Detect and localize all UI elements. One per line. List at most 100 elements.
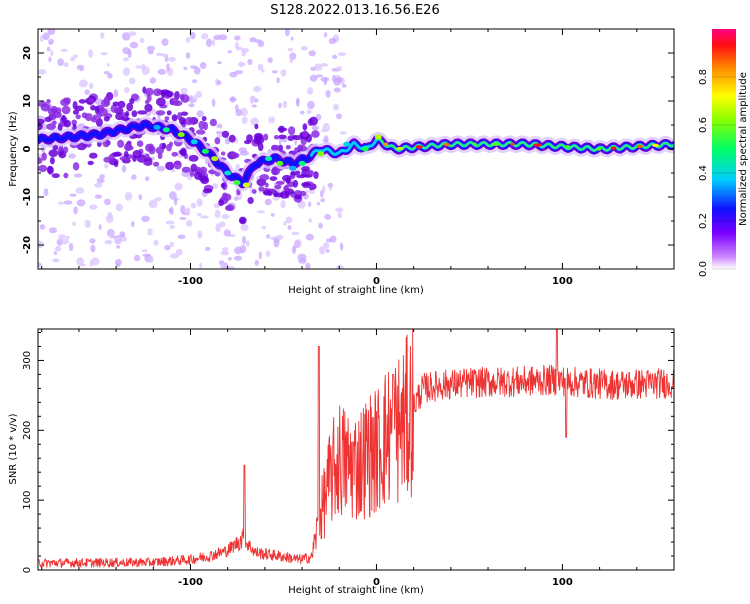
energy-blob [180,147,187,157]
noise-blob [221,214,230,220]
energy-blob [87,160,94,166]
energy-blob [273,135,280,140]
energy-blob [155,97,166,107]
noise-blob [308,218,313,223]
energy-blob [57,124,63,131]
noise-blob [328,37,336,45]
noise-blob [230,96,236,103]
y-tick-label: -10 [22,188,33,206]
energy-blob [71,119,77,126]
noise-blob [116,245,121,249]
noise-blob [233,196,239,201]
noise-blob [68,243,74,251]
noise-blob [152,108,157,116]
colorbar-gradient [712,29,736,269]
noise-blob [336,66,342,72]
ridge-core-green [375,137,674,152]
y-tick-label: 100 [22,491,33,510]
noise-blob [305,233,314,241]
hot-spot [510,142,515,146]
noise-blob [38,69,47,75]
noise-blob [119,236,128,242]
noise-blob [147,50,154,55]
noise-blob [235,109,243,117]
noise-blob [190,202,197,209]
energy-blob [257,142,264,152]
noise-blob [268,116,275,124]
noise-blob [324,214,332,220]
spectrogram-y-label: Frequency (Hz) [8,111,19,187]
energy-blob [269,176,278,182]
snr-marks [38,329,674,568]
noise-blob [147,255,154,263]
energy-blob [169,141,173,147]
energy-blob [180,111,189,116]
energy-blob [275,180,285,185]
noise-blob [316,202,321,206]
colorbar-tick-label: 0.6 [698,117,709,133]
energy-blob [278,134,287,140]
noise-blob [305,189,310,193]
noise-blob [129,41,139,49]
energy-blob [75,105,85,112]
noise-blob [233,255,243,261]
energy-blob [117,100,126,109]
y-tick-label: -20 [22,236,33,254]
noise-blob [72,54,78,59]
noise-blob [254,259,259,266]
snr-frame [37,328,675,571]
noise-blob [195,90,202,98]
noise-blob [170,253,179,259]
noise-blob [339,131,347,135]
noise-blob [88,82,94,90]
noise-blob [155,52,164,57]
noise-blob [73,206,78,215]
noise-blob [253,86,262,93]
energy-blob [198,120,206,130]
y-tick-label: 10 [22,94,33,108]
energy-blob [209,118,217,127]
energy-blob [259,174,270,181]
noise-blob [215,223,221,233]
energy-blob [185,116,193,126]
energy-blob [181,166,191,173]
energy-peak [177,132,185,138]
noise-blob [42,32,50,41]
noise-blob [333,77,342,86]
energy-blob [75,114,81,120]
noise-blob [94,194,103,199]
noise-blob [113,89,119,98]
x-tick-label: 100 [552,577,573,588]
noise-blob [157,68,167,75]
noise-blob [266,234,270,239]
energy-blob [143,160,153,166]
noise-blob [306,109,312,115]
energy-peak [361,146,369,152]
energy-peak [153,124,161,130]
y-tick-label: 20 [22,46,33,60]
noise-blob [307,87,314,95]
energy-blob [38,164,48,173]
noise-blob [167,57,176,62]
energy-blob [301,182,311,187]
energy-blob [277,144,284,151]
energy-blob [314,173,319,179]
energy-blob [258,186,265,192]
noise-blob [214,209,221,219]
energy-peak [162,127,170,133]
energy-peak [374,134,382,140]
energy-blob [126,102,134,112]
noise-blob [311,125,319,131]
energy-blob [50,105,58,114]
noise-blob [88,49,93,58]
hot-spot [563,145,571,149]
noise-blob [75,187,85,194]
noise-blob [96,177,105,184]
energy-blob [78,99,87,104]
y-tick-label: 0 [22,145,33,152]
noise-blob [129,77,136,85]
energy-blob [195,129,206,135]
energy-blob [247,197,254,204]
energy-blob [38,157,43,164]
noise-blob [216,134,223,138]
